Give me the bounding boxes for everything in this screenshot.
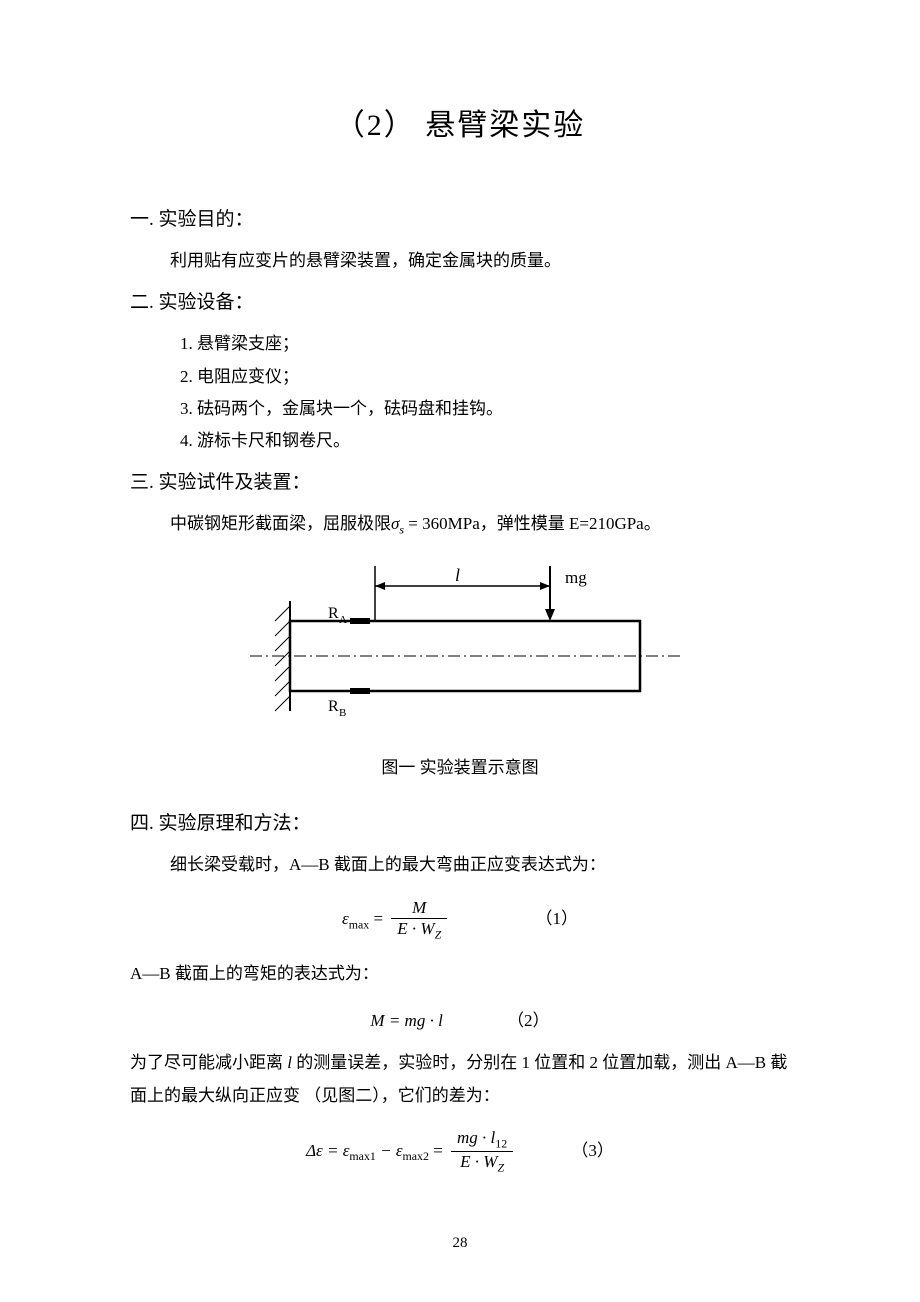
page-number: 28 xyxy=(0,1235,920,1252)
beam-diagram: R A R B l mg xyxy=(220,561,700,741)
eq3-number: （3） xyxy=(571,1136,614,1161)
equation-1: εmax = M E · WZ （1） xyxy=(130,898,790,942)
eq1-number: （1） xyxy=(535,904,578,929)
svg-text:l: l xyxy=(455,565,460,585)
eq3-num-sub: 12 xyxy=(495,1136,507,1150)
section2-heading: 二. 实验设备： xyxy=(130,287,790,314)
section1-body: 利用贴有应变片的悬臂梁装置，确定金属块的质量。 xyxy=(170,245,790,277)
equation-2: M = mg · l （2） xyxy=(130,1006,790,1031)
svg-text:A: A xyxy=(339,614,347,626)
sigma-value: = 360MPa，弹性模量 E=210GPa。 xyxy=(404,514,661,533)
eq2-number: （2） xyxy=(507,1006,550,1031)
svg-text:R: R xyxy=(328,605,339,622)
eq1-lhs-sub: max xyxy=(349,917,369,931)
eq1-num: M xyxy=(391,898,447,919)
equation-3: Δε = εmax1 − εmax2 = mg · l12 E · WZ （3） xyxy=(130,1128,790,1176)
section3-heading: 三. 实验试件及装置： xyxy=(130,467,790,494)
eq3-minus: − ε xyxy=(376,1141,403,1160)
section2-item-4: 4. 游标卡尺和钢卷尺。 xyxy=(180,425,790,457)
eq3-den-sub: Z xyxy=(497,1161,504,1175)
eq3-eq: = xyxy=(429,1141,447,1160)
eq1-den-sub: Z xyxy=(435,927,442,941)
section3-body-pre: 中碳钢矩形截面梁，屈服极限 xyxy=(170,514,391,533)
body3-p1: 为了尽可能减小距离 xyxy=(130,1053,287,1072)
eq1-den: E · W xyxy=(397,919,434,938)
diagram-caption: 图一 实验装置示意图 xyxy=(130,753,790,778)
eq1-lhs: ε xyxy=(342,909,349,928)
eq3-delta: Δε = ε xyxy=(306,1141,349,1160)
eq3-sub1: max1 xyxy=(349,1149,375,1163)
section2-item-1: 1. 悬臂梁支座； xyxy=(180,328,790,360)
section3-body: 中碳钢矩形截面梁，屈服极限σs = 360MPa，弹性模量 E=210GPa。 xyxy=(170,508,790,541)
section4-body1: 细长梁受载时，A—B 截面上的最大弯曲正应变表达式为： xyxy=(170,849,790,881)
section4-heading: 四. 实验原理和方法： xyxy=(130,808,790,835)
section4-body3: 为了尽可能减小距离 l 的测量误差，实验时，分别在 1 位置和 2 位置加载，测… xyxy=(130,1047,790,1112)
beam-svg: R A R B l mg xyxy=(220,561,700,741)
eq3-den: E · W xyxy=(460,1152,497,1171)
document-title: （2） 悬臂梁实验 xyxy=(130,100,790,144)
section2-item-2: 2. 电阻应变仪； xyxy=(180,361,790,393)
svg-text:R: R xyxy=(328,698,339,715)
eq3-num: mg · l xyxy=(457,1128,495,1147)
section2-item-3: 3. 砝码两个，金属块一个，砝码盘和挂钩。 xyxy=(180,393,790,425)
section1-heading: 一. 实验目的： xyxy=(130,204,790,231)
section4-body2: A—B 截面上的弯矩的表达式为： xyxy=(130,958,790,990)
svg-text:mg: mg xyxy=(565,568,587,587)
eq3-sub2: max2 xyxy=(403,1149,429,1163)
svg-text:B: B xyxy=(339,707,346,719)
eq2-expr: M = mg · l xyxy=(370,1011,442,1030)
